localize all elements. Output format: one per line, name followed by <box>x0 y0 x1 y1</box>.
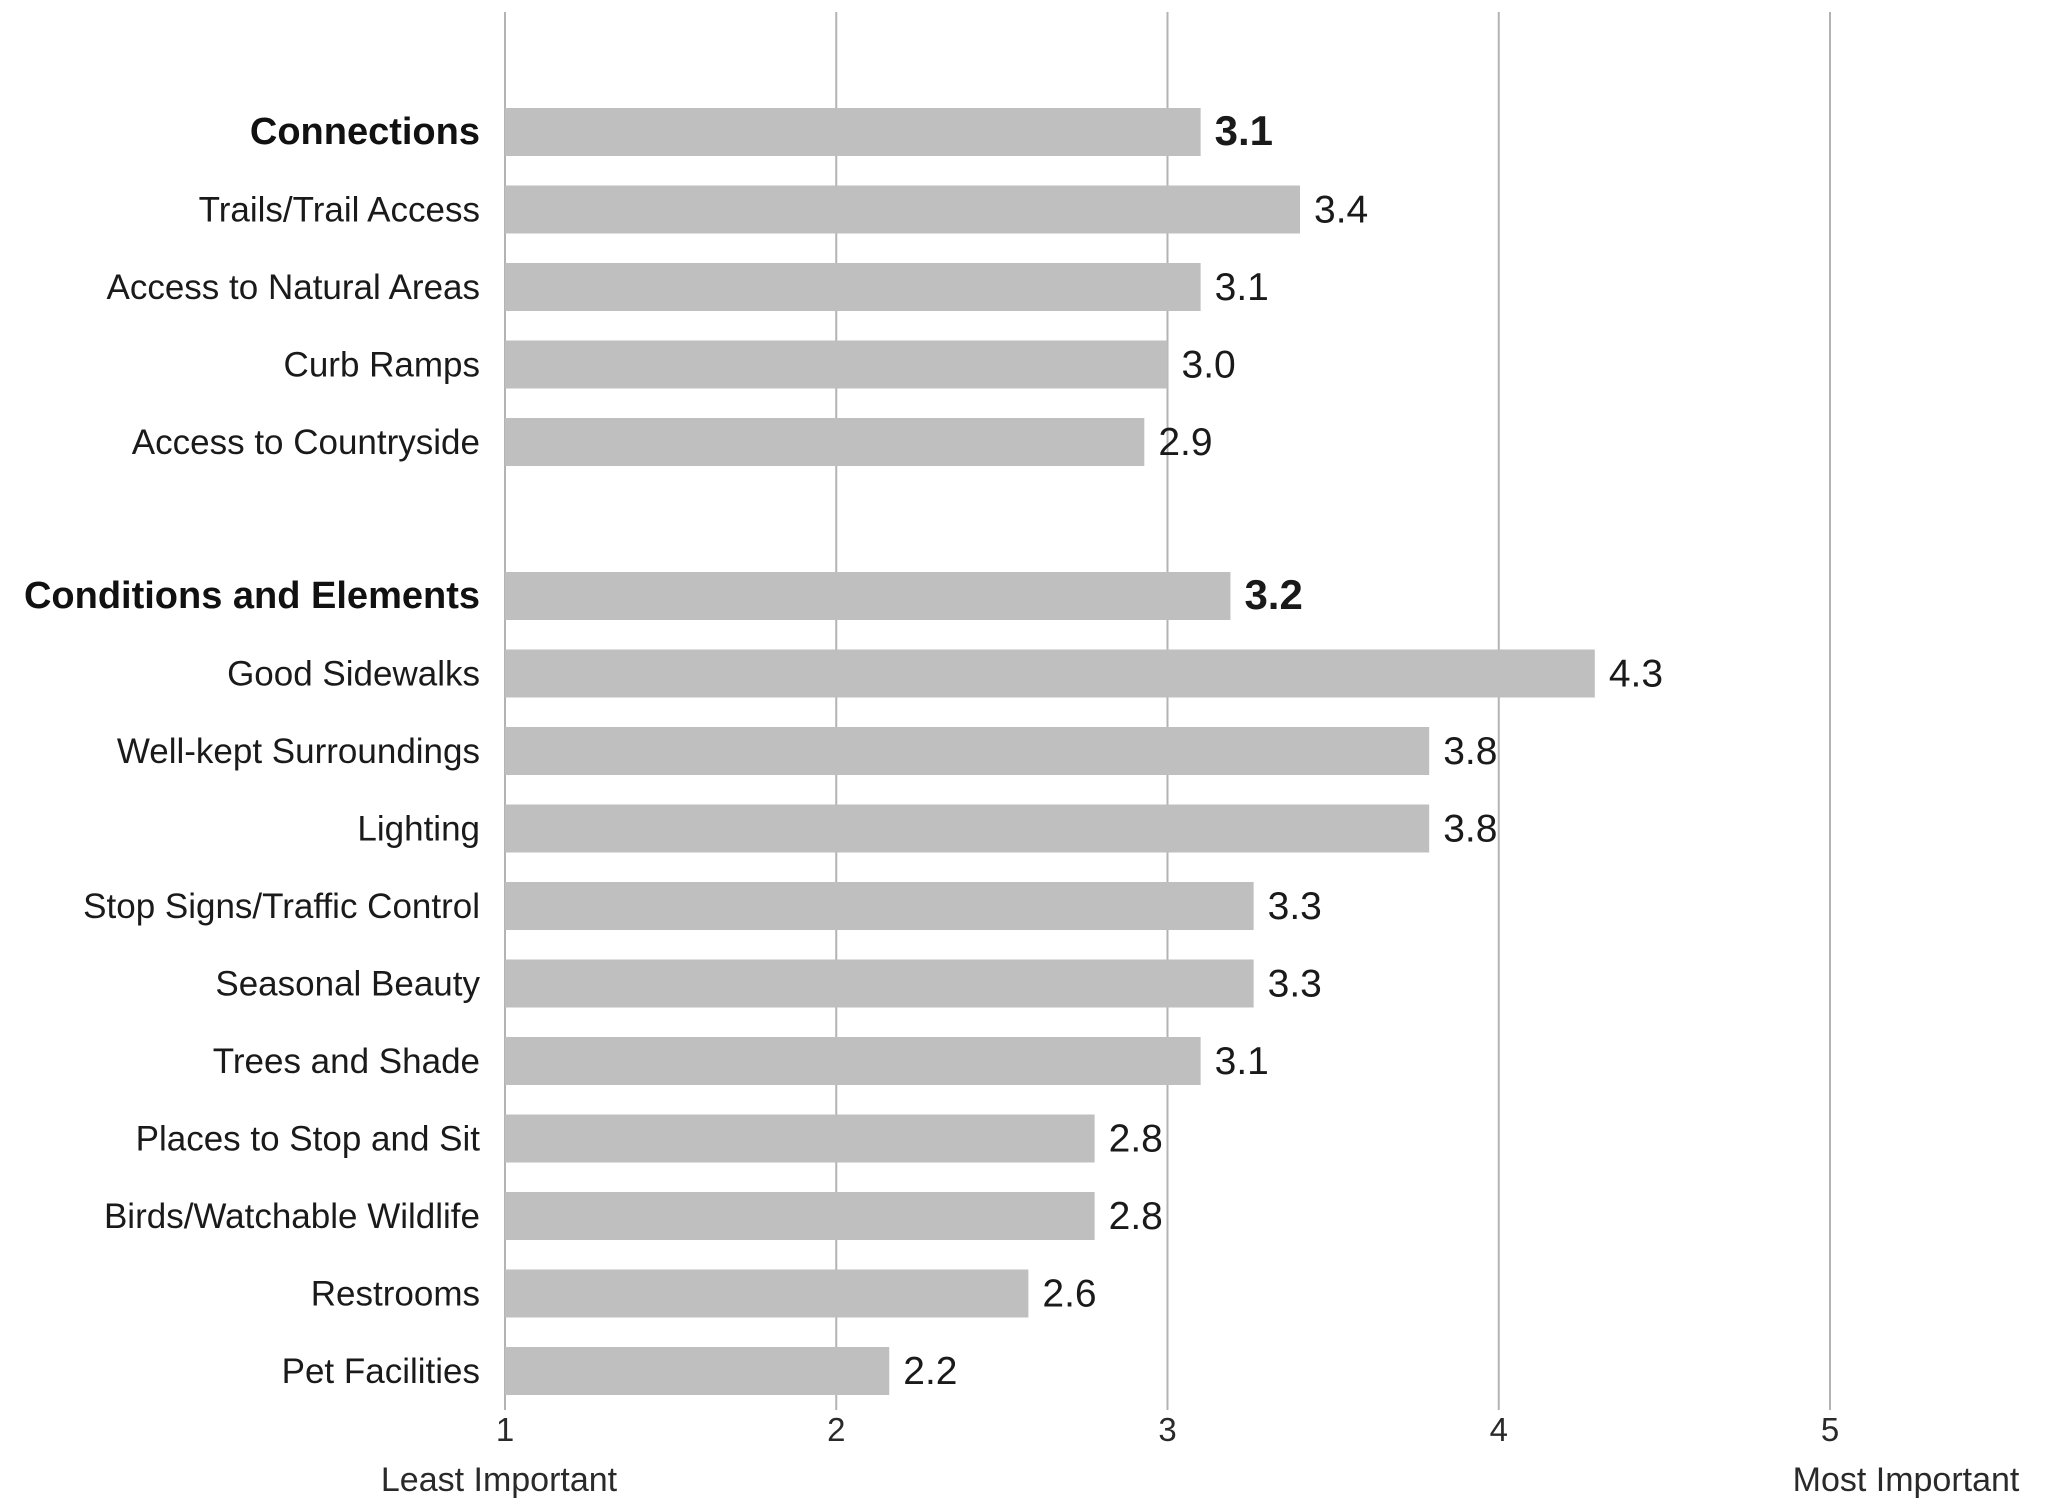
group-label: Connections <box>250 111 480 153</box>
category-label: Birds/Watchable Wildlife <box>104 1197 480 1236</box>
category-label: Places to Stop and Sit <box>136 1120 481 1159</box>
bar <box>505 959 1254 1008</box>
bars <box>505 108 1595 1395</box>
category-label: Restrooms <box>311 1275 480 1314</box>
bar <box>505 418 1145 466</box>
x-axis-right-label: Most Important <box>1793 1461 2020 1499</box>
data-label: 3.3 <box>1268 885 1322 928</box>
bar <box>505 1269 1029 1318</box>
data-label: 2.2 <box>903 1350 957 1393</box>
x-tick-label: 2 <box>827 1411 845 1448</box>
data-label: 3.4 <box>1314 189 1368 232</box>
category-label: Seasonal Beauty <box>215 965 480 1004</box>
x-tick-label: 1 <box>496 1411 514 1448</box>
bar <box>505 1114 1095 1163</box>
labels: Connections 3.1 Trails/Trail Access 3.4 Acce… <box>24 107 1663 1393</box>
category-label: Curb Ramps <box>284 346 480 385</box>
category-label: Trails/Trail Access <box>199 191 480 230</box>
data-label: 3.0 <box>1182 344 1236 387</box>
x-tick-label: 5 <box>1821 1411 1839 1448</box>
group-bar <box>505 572 1231 620</box>
group-bar <box>505 108 1201 156</box>
data-label: 3.1 <box>1215 1040 1269 1083</box>
x-axis: 1 2 3 4 5 Least Important Most Important <box>381 1411 2020 1499</box>
bar <box>505 263 1201 311</box>
x-tick-label: 3 <box>1158 1411 1176 1448</box>
bar <box>505 727 1430 775</box>
data-label: 2.8 <box>1109 1118 1163 1161</box>
bar <box>505 1037 1201 1085</box>
data-label: 4.3 <box>1609 653 1663 696</box>
data-label: 3.8 <box>1443 808 1497 851</box>
bar <box>505 1192 1095 1240</box>
group-value-label: 3.1 <box>1215 107 1273 154</box>
bar <box>505 804 1430 853</box>
bar <box>505 1347 890 1395</box>
bar <box>505 649 1595 698</box>
data-label: 3.8 <box>1443 730 1497 773</box>
category-label: Trees and Shade <box>213 1042 480 1081</box>
category-label: Well-kept Surroundings <box>117 732 480 771</box>
category-label: Stop Signs/Traffic Control <box>83 887 480 926</box>
bar <box>505 340 1168 389</box>
category-label: Access to Countryside <box>132 423 480 462</box>
x-tick-label: 4 <box>1490 1411 1508 1448</box>
data-label: 2.8 <box>1109 1195 1163 1238</box>
data-label: 3.1 <box>1215 266 1269 309</box>
group-value-label: 3.2 <box>1244 571 1302 618</box>
data-label: 3.3 <box>1268 963 1322 1006</box>
bar <box>505 185 1300 234</box>
category-label: Good Sidewalks <box>227 655 480 694</box>
gridlines <box>504 12 1831 1410</box>
data-label: 2.9 <box>1158 421 1212 464</box>
data-label: 2.6 <box>1042 1273 1096 1316</box>
category-label: Pet Facilities <box>282 1352 480 1391</box>
category-label: Lighting <box>357 810 480 849</box>
bar <box>505 882 1254 930</box>
group-label: Conditions and Elements <box>24 575 480 617</box>
category-label: Access to Natural Areas <box>107 268 481 307</box>
x-axis-left-label: Least Important <box>381 1461 618 1499</box>
